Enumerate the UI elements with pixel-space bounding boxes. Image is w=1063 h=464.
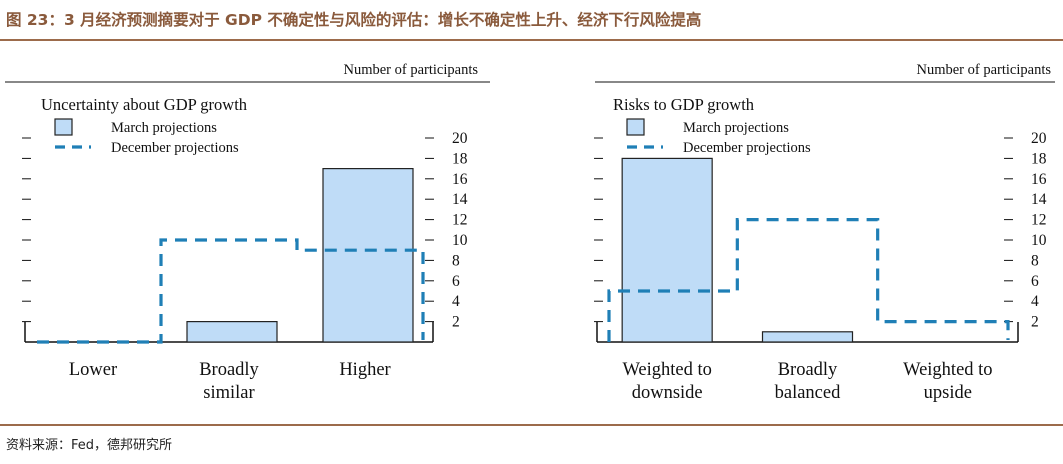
category-label: Broadly [199,360,259,380]
y-tick-label: 2 [1031,314,1039,331]
december-step-line [37,238,425,344]
bar-march [761,331,854,343]
y-tick-label: 20 [1031,130,1047,147]
category-label: Broadly [778,360,838,380]
legend-label-december: December projections [111,140,239,156]
category-label: Weighted to [903,360,992,380]
category-label: similar [203,383,254,403]
figure-title: 图 23：3 月经济预测摘要对于 GDP 不确定性与风险的评估：增长不确定性上升… [6,11,702,29]
y-tick-label: 4 [1031,293,1039,310]
bar-march [322,168,414,343]
category-label: upside [924,383,972,403]
legend-swatch-march [626,118,645,136]
legend-swatch-march [54,118,73,136]
category-label: downside [632,383,703,403]
y-tick-label: 8 [1031,252,1039,269]
y-tick-label: 14 [1031,191,1047,208]
source-note: 资料来源：Fed，德邦研究所 [6,438,173,453]
y-tick-label: 14 [452,191,468,208]
bar-march [621,157,713,343]
legend-label-march: March projections [111,120,217,136]
chart-risks-gdp: Number of participants Risks to GDP growt… [594,62,1055,403]
bar-march [186,321,278,343]
category-label: Higher [339,360,390,380]
top-label: Number of participants [344,62,479,78]
y-tick-label: 16 [1031,171,1047,188]
y-tick-label: 4 [452,293,460,310]
y-tick-label: 8 [452,252,460,269]
y-tick-label: 10 [1031,232,1047,249]
y-tick-label: 18 [1031,150,1047,167]
top-label: Number of participants [917,62,1052,78]
legend-label-december: December projections [683,140,811,156]
chart-uncertainty-gdp: Number of participants Uncertainty about … [5,62,490,403]
december-step-line [607,218,1010,342]
y-tick-label: 20 [452,130,468,147]
category-label: Weighted to [622,360,711,380]
y-tick-label: 18 [452,150,468,167]
y-tick-label: 6 [1031,273,1039,290]
legend-label-march: March projections [683,120,789,136]
y-tick-label: 6 [452,273,460,290]
y-tick-label: 16 [452,171,468,188]
top-rule [0,39,1063,41]
y-tick-label: 10 [452,232,468,249]
panel-title: Risks to GDP growth [613,95,755,114]
category-label: balanced [775,383,841,403]
bottom-rule [0,424,1063,426]
category-label: Lower [69,360,117,380]
y-tick-label: 2 [452,314,460,331]
y-tick-label: 12 [452,212,468,229]
panel-title: Uncertainty about GDP growth [41,95,248,114]
y-tick-label: 12 [1031,212,1047,229]
